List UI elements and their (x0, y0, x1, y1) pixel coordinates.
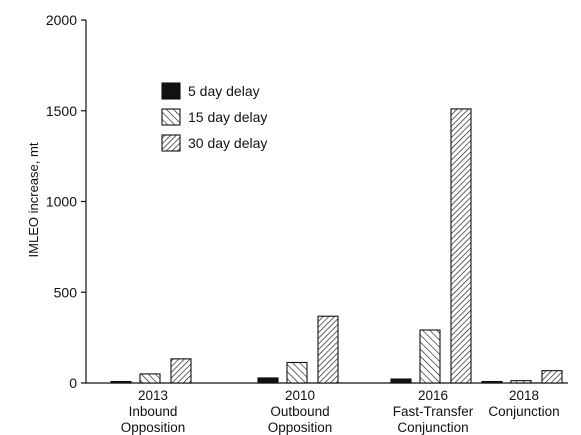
x-tick-label: Conjunction (397, 420, 468, 435)
y-tick-label: 500 (54, 284, 78, 300)
y-tick-label: 0 (69, 375, 77, 391)
bar-solid-4 (481, 380, 503, 384)
x-tick-label: Opposition (268, 420, 333, 435)
bar-back-hatch-1 (170, 358, 192, 384)
x-tick-label: Conjunction (488, 404, 559, 419)
x-tick-label: 2010 (285, 388, 315, 403)
legend-label: 15 day delay (188, 109, 267, 125)
x-tick-label: 2016 (418, 388, 448, 403)
bar-back-hatch-3 (450, 108, 472, 384)
legend-label: 30 day delay (188, 135, 267, 151)
y-axis-label: IMLEO increase, mt (26, 142, 41, 257)
x-tick-label: Fast-Transfer (393, 404, 474, 419)
y-ticks: 0 500 1000 1500 2000 (46, 12, 86, 391)
x-labels: 2013InboundOpposition2010OutboundOpposit… (121, 388, 560, 435)
bar-back-hatch-4 (541, 370, 563, 384)
bars (110, 108, 563, 384)
y-tick-label: 1500 (46, 103, 77, 119)
x-tick-label: 2013 (138, 388, 168, 403)
legend-label: 5 day delay (188, 83, 260, 99)
x-tick-label: Opposition (121, 420, 186, 435)
bar-forward-hatch-4 (510, 380, 532, 384)
x-tick-label: Inbound (129, 404, 178, 419)
legend-swatch (161, 82, 181, 100)
bar-back-hatch-2 (317, 315, 339, 384)
bar-solid-1 (110, 380, 132, 384)
x-tick-label: 2018 (509, 388, 539, 403)
x-tick-label: Outbound (270, 404, 329, 419)
bar-forward-hatch-2 (286, 361, 308, 384)
legend: 5 day delay 15 day delay 30 day delay (161, 82, 267, 152)
bar-forward-hatch-3 (419, 329, 441, 384)
bar-solid-2 (257, 377, 279, 384)
legend-swatch (161, 108, 181, 126)
y-tick-label: 2000 (46, 12, 77, 28)
y-tick-label: 1000 (46, 194, 77, 210)
legend-swatch (161, 134, 181, 152)
bar-forward-hatch-1 (139, 373, 161, 384)
bar-solid-3 (390, 378, 412, 384)
